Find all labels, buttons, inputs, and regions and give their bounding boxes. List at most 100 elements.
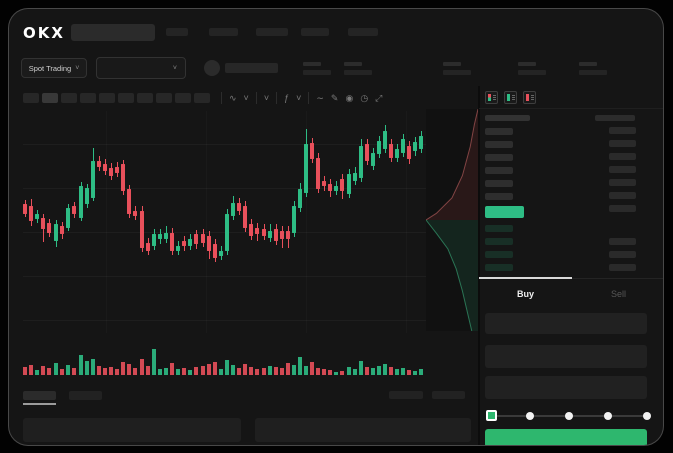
candle-body: [389, 144, 393, 158]
amount-skeleton: [609, 166, 636, 173]
volume-bar: [213, 362, 217, 375]
candle-body: [121, 164, 125, 191]
nav-item-skeleton[interactable]: [256, 28, 288, 36]
tab-sell[interactable]: Sell: [610, 289, 626, 299]
candle-body: [407, 146, 411, 159]
price-field[interactable]: [485, 313, 647, 334]
candle-body: [298, 189, 302, 208]
timeframe-button-skeleton[interactable]: [137, 93, 153, 103]
book-icon-line: [512, 95, 515, 96]
timeframe-button-skeleton[interactable]: [118, 93, 134, 103]
amount-skeleton: [609, 238, 636, 245]
stat-value-skeleton: [344, 70, 372, 75]
nav-item-skeleton[interactable]: [301, 28, 329, 36]
candle-body: [365, 144, 369, 161]
bid-price-skeleton: [485, 264, 513, 271]
volume-bar: [219, 369, 223, 375]
orders-tab-active[interactable]: [23, 391, 56, 400]
volume-bar: [359, 361, 363, 375]
amount-skeleton: [609, 140, 636, 147]
volume-bar: [340, 371, 344, 375]
fullscreen-icon[interactable]: ⤢: [375, 93, 383, 103]
snapshot-icon[interactable]: ◉: [345, 93, 354, 103]
book-asks-icon[interactable]: [523, 91, 536, 104]
book-icon-line: [493, 99, 496, 100]
tab-buy[interactable]: Buy: [516, 289, 534, 299]
candle-body: [85, 188, 89, 204]
candle-body: [47, 223, 51, 233]
book-icon-line: [531, 99, 534, 100]
pair-select[interactable]: ˅: [96, 57, 186, 79]
volume-bar: [262, 368, 266, 375]
chevron-down-icon[interactable]: ˅: [296, 93, 302, 103]
slider-stop[interactable]: [526, 412, 534, 420]
candle-body: [219, 251, 223, 256]
nav-item-skeleton[interactable]: [348, 28, 378, 36]
candle-body: [103, 164, 107, 171]
volume-bar: [365, 367, 369, 375]
amount-field[interactable]: [485, 345, 647, 368]
ask-price-skeleton: [485, 154, 513, 161]
book-icon-bar: [526, 94, 529, 101]
slider-stop[interactable]: [565, 412, 573, 420]
volume-bar: [47, 368, 51, 375]
timeframe-button-skeleton[interactable]: [61, 93, 77, 103]
volume-bar: [353, 369, 357, 375]
depth-column: [425, 108, 479, 332]
timeframe-button-skeleton[interactable]: [23, 93, 39, 103]
candle-style-icon[interactable]: ∿: [229, 93, 237, 103]
book-icon-bar: [507, 94, 510, 101]
orders-action-button[interactable]: [432, 391, 465, 399]
candle-body: [328, 184, 332, 191]
line-tool-icon[interactable]: ∼: [316, 93, 324, 103]
timeframe-button-skeleton[interactable]: [175, 93, 191, 103]
volume-bar: [97, 366, 101, 375]
market-type-dropdown[interactable]: Spot Trading ˅: [21, 58, 87, 78]
volume-bar: [280, 368, 284, 375]
nav-item-skeleton[interactable]: [209, 28, 238, 36]
volume-bar: [164, 368, 168, 375]
volume-bar: [91, 359, 95, 375]
slider-stop[interactable]: [643, 412, 651, 420]
candle-body: [79, 186, 83, 218]
chevron-down-icon[interactable]: ˅: [263, 93, 270, 103]
chevron-down-icon[interactable]: ˅: [243, 93, 249, 103]
toolbar-divider: [308, 92, 310, 104]
gridline: [23, 188, 478, 189]
volume-bar: [23, 367, 27, 375]
candle-body: [401, 139, 405, 153]
draw-tool-icon[interactable]: ✎: [330, 93, 339, 103]
candle-body: [41, 218, 45, 229]
volume-bar: [72, 368, 76, 375]
candle-body: [176, 246, 180, 251]
slider-handle[interactable]: [486, 410, 497, 421]
volume-bar: [133, 368, 137, 375]
timeframe-button-skeleton[interactable]: [156, 93, 172, 103]
timeframe-button-skeleton[interactable]: [80, 93, 96, 103]
slider-stop[interactable]: [604, 412, 612, 420]
timeframe-button-skeleton[interactable]: [99, 93, 115, 103]
book-combined-icon[interactable]: [485, 91, 498, 104]
total-field[interactable]: [485, 376, 647, 399]
interval-clock-icon[interactable]: ◷: [360, 93, 369, 103]
timeframe-button-skeleton[interactable]: [194, 93, 210, 103]
candle-body: [133, 211, 137, 216]
volume-bar: [207, 364, 211, 375]
candle-body: [371, 153, 375, 166]
indicators-icon[interactable]: ƒ: [284, 93, 290, 103]
candle-body: [231, 203, 235, 216]
orders-action-button[interactable]: [389, 391, 423, 399]
orders-tab[interactable]: [69, 391, 102, 400]
buy-submit-button[interactable]: [485, 429, 647, 445]
timeframe-button-skeleton[interactable]: [42, 93, 58, 103]
volume-bar: [371, 368, 375, 375]
volume-bar: [115, 369, 119, 375]
panel-divider: [478, 86, 480, 445]
volume-bar: [121, 362, 125, 375]
candle-body: [146, 243, 150, 251]
volume-bar: [201, 366, 205, 375]
search-input[interactable]: [71, 24, 155, 41]
book-bids-icon[interactable]: [504, 91, 517, 104]
nav-item-skeleton[interactable]: [166, 28, 188, 36]
